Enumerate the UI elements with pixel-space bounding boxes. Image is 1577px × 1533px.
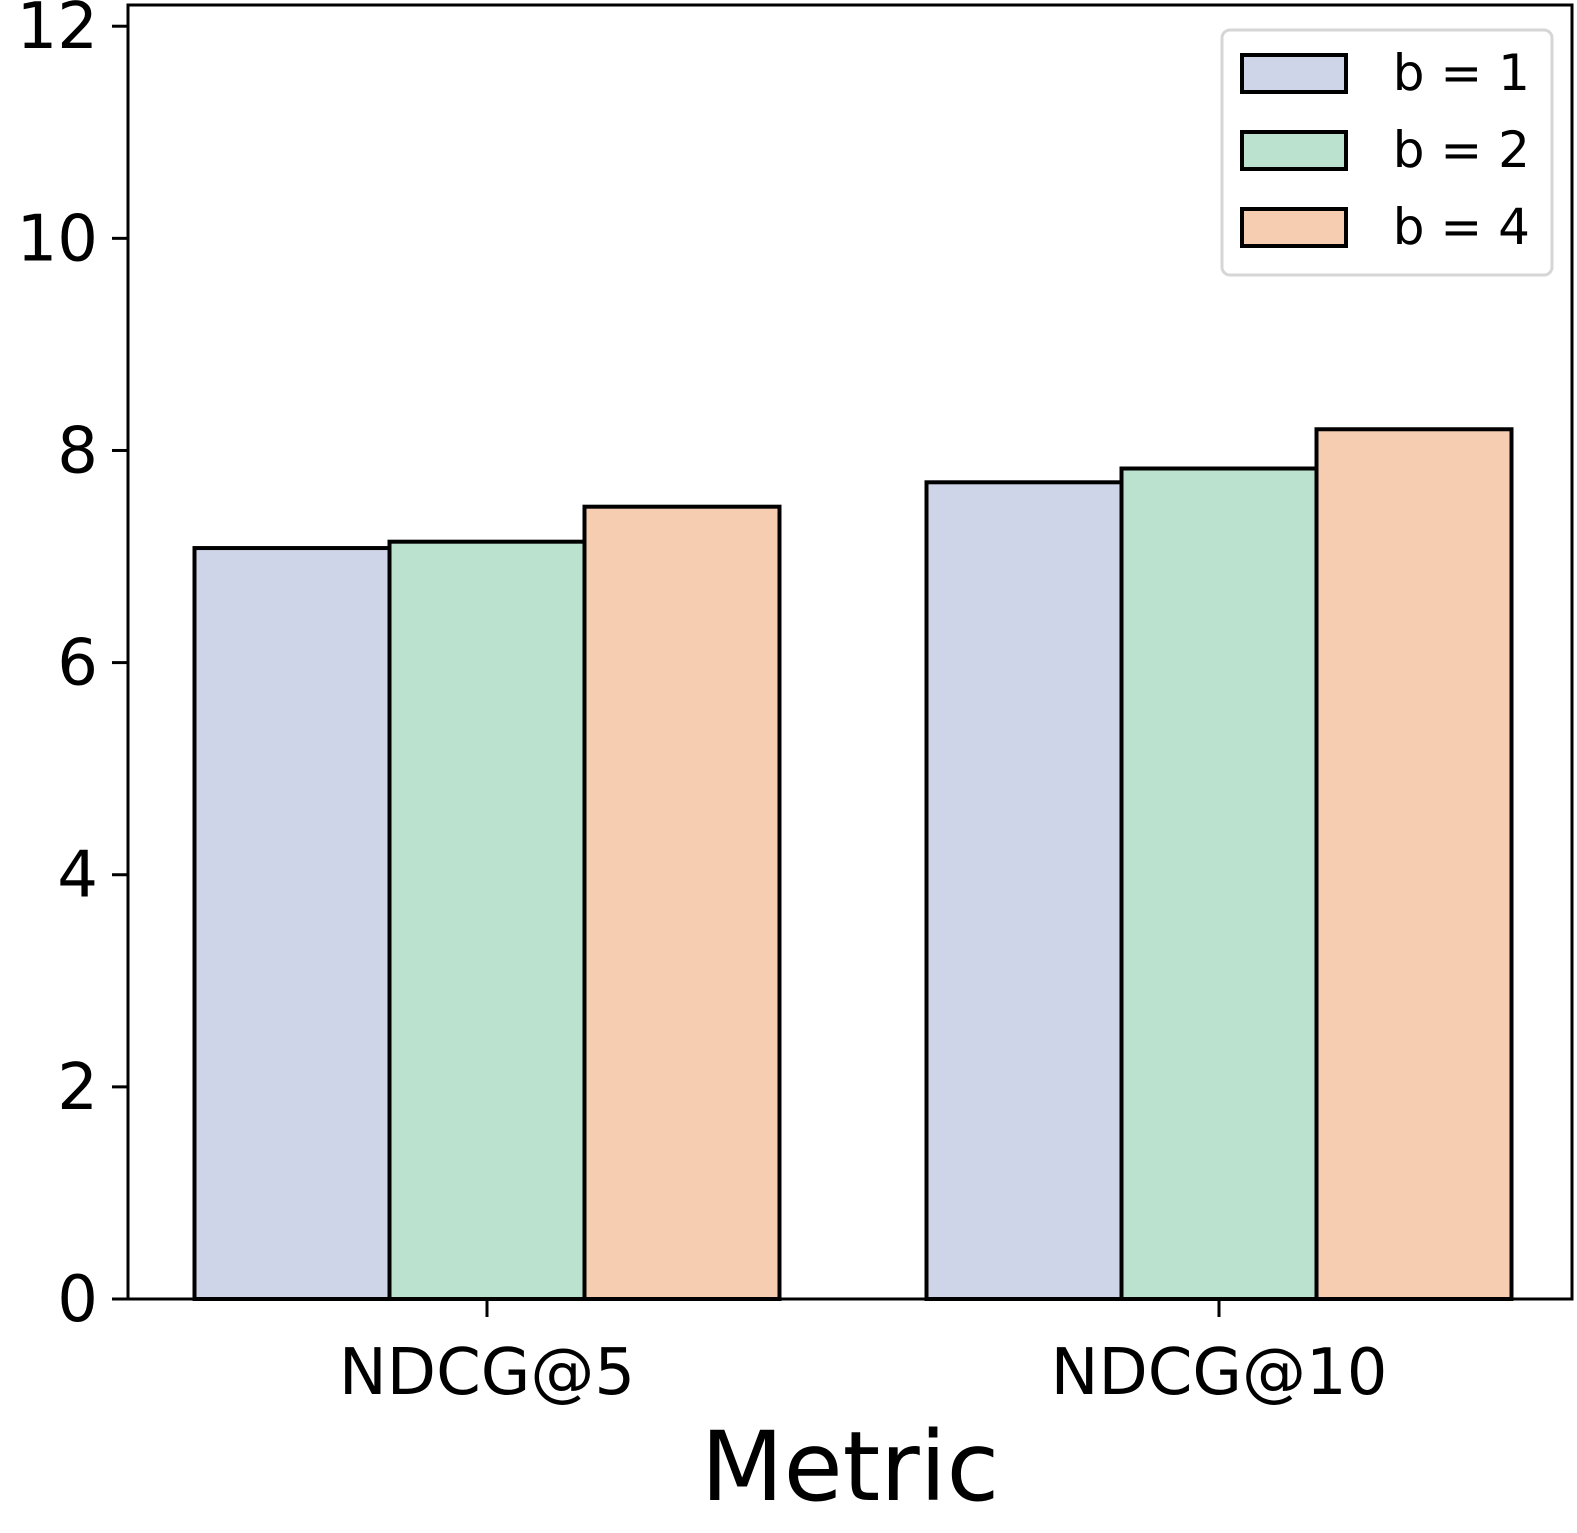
y-tick-label: 12 [17, 0, 98, 64]
x-tick-label: NDCG@5 [339, 1336, 635, 1410]
legend-swatch [1240, 207, 1348, 248]
plot-frame [126, 3, 1574, 1301]
legend-label: b = 4 [1393, 198, 1530, 256]
legend-label: b = 1 [1393, 44, 1530, 102]
axes-layer [126, 3, 1574, 1301]
bar-ndcg5-series-1 [192, 546, 392, 1301]
bar-ndcg10-series-3 [1314, 427, 1514, 1302]
legend-label: b = 2 [1393, 121, 1530, 179]
bar-ndcg10-series-1 [924, 480, 1124, 1301]
y-tick-label: 6 [57, 627, 98, 701]
y-tick-label: 2 [57, 1051, 98, 1125]
bar-ndcg5-series-3 [582, 504, 782, 1301]
legend: b = 1 b = 2 b = 4 [1220, 28, 1554, 277]
legend-swatch [1240, 130, 1348, 171]
x-axis-ticks: NDCG@5 NDCG@10 [339, 1299, 1388, 1410]
x-tick-label: NDCG@10 [1051, 1336, 1388, 1410]
bar-ndcg5-series-2 [387, 539, 587, 1301]
bar-ndcg10-series-2 [1119, 466, 1319, 1302]
y-tick-label: 0 [57, 1263, 98, 1337]
y-axis-ticks: 0 2 4 6 8 10 12 [17, 0, 128, 1337]
legend-swatch [1240, 53, 1348, 94]
x-axis-label: Metric [701, 1411, 999, 1523]
y-tick-label: 10 [17, 202, 98, 276]
y-tick-label: 4 [57, 839, 98, 913]
y-tick-label: 8 [57, 414, 98, 488]
bars-layer [192, 427, 1514, 1302]
